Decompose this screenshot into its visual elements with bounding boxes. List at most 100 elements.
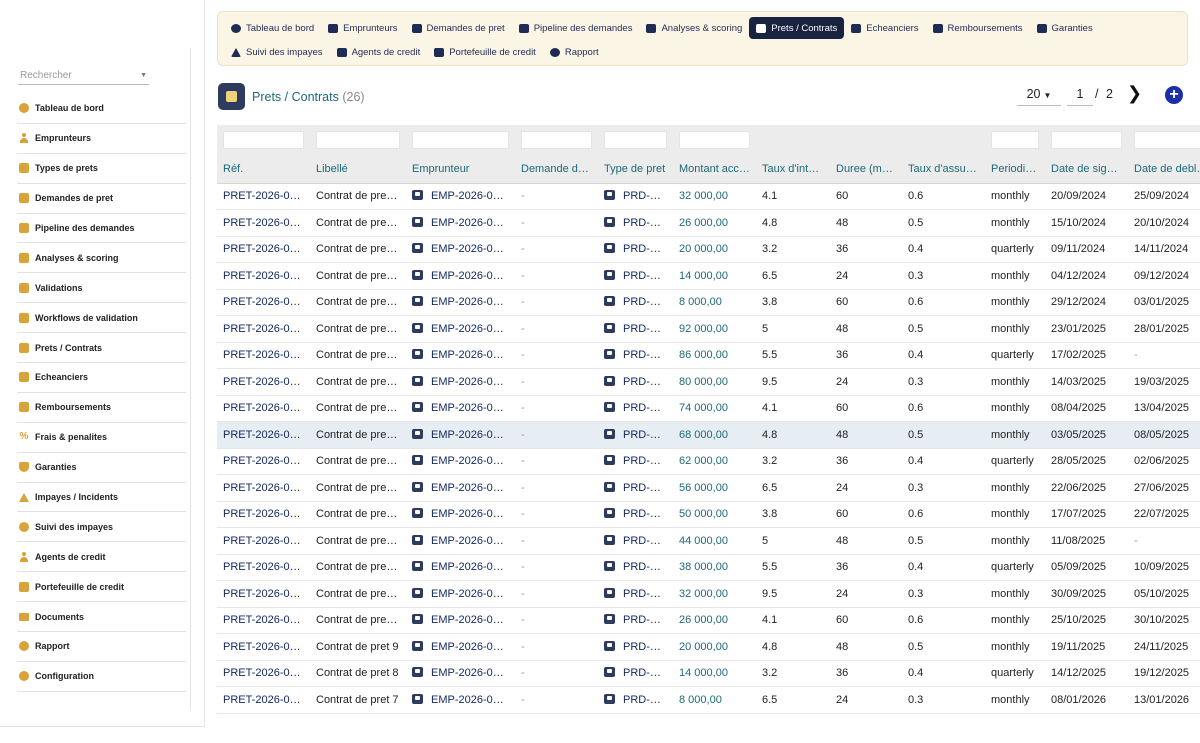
cell-value[interactable]: PRET-2026-0024 (223, 243, 308, 256)
loan-type-link[interactable]: PRD-003 (623, 640, 669, 653)
sidebar-item-portefeuille-de-credit[interactable]: Portefeuille de credit (17, 572, 186, 603)
cell-value[interactable]: PRET-2026-0011 (223, 587, 308, 600)
table-row[interactable]: PRET-2026-0016 Contrat de pret 16 EMP-2026… (217, 448, 1200, 475)
tab-garanties[interactable]: Garanties (1030, 17, 1100, 39)
table-row[interactable]: PRET-2026-0023 Contrat de pret 23 EMP-2026… (217, 262, 1200, 290)
loan-type-link[interactable]: PRD-003 (623, 428, 669, 441)
cell-value[interactable]: PRET-2026-0015 (223, 481, 308, 494)
cell-type[interactable]: PRD-005 (598, 580, 673, 608)
borrower-link[interactable]: EMP-2026-0017 (431, 269, 512, 282)
column-header-duree-mois[interactable]: Duree (mois) (830, 155, 902, 184)
loan-type-link[interactable]: PRD-003 (623, 216, 669, 229)
cell-ref[interactable]: PRET-2026-0007 (217, 686, 310, 714)
cell-type[interactable]: PRD-003 (598, 209, 673, 237)
filter-input-date-de-deblocage[interactable] (1134, 131, 1200, 149)
cell-type[interactable]: PRD-006 (598, 342, 673, 369)
borrower-link[interactable]: EMP-2026-0014 (431, 349, 512, 362)
cell-value[interactable]: PRET-2026-0009 (223, 640, 308, 653)
sidebar-item-analyses-scoring[interactable]: Analyses & scoring (17, 243, 186, 274)
cell-emprunteur[interactable]: EMP-2026-0020 (406, 183, 515, 210)
cell-value[interactable]: PRET-2026-0022 (223, 296, 308, 309)
table-row[interactable]: PRET-2026-0017 Contrat de pret 17 EMP-2026… (217, 421, 1200, 449)
tab-demandes-de-pret[interactable]: Demandes de pret (405, 17, 512, 39)
cell-value[interactable]: PRET-2026-0025 (223, 216, 308, 229)
borrower-link[interactable]: EMP-2026-0004 (431, 614, 512, 627)
cell-ref[interactable]: PRET-2026-0020 (217, 342, 310, 369)
cell-type[interactable]: PRD-004 (598, 183, 673, 210)
cell-ref[interactable]: PRET-2026-0015 (217, 474, 310, 502)
loan-type-link[interactable]: PRD-006 (623, 349, 669, 362)
cell-type[interactable]: PRD-001 (598, 262, 673, 290)
cell-value[interactable]: PRET-2026-0016 (223, 455, 308, 468)
sidebar-item-workflows-de-validation[interactable]: Workflows de validation (17, 303, 186, 334)
borrower-link[interactable]: EMP-2026-0015 (431, 322, 512, 335)
borrower-link[interactable]: EMP-2026-0001 (431, 693, 512, 706)
table-row[interactable]: PRET-2026-0025 Contrat de pret 25 EMP-2026… (217, 209, 1200, 237)
table-row[interactable]: PRET-2026-0012 Contrat de pret 12 EMP-2026… (217, 554, 1200, 581)
tab-analyses-scoring[interactable]: Analyses & scoring (639, 17, 749, 39)
sidebar-item-pipeline-des-demandes[interactable]: Pipeline des demandes (17, 214, 186, 244)
loan-type-link[interactable]: PRD-005 (623, 587, 669, 600)
sidebar-item-emprunteurs[interactable]: Emprunteurs (17, 124, 186, 154)
cell-emprunteur[interactable]: EMP-2026-0008 (406, 501, 515, 528)
sidebar-item-demandes-de-pret[interactable]: Demandes de pret (17, 184, 186, 214)
borrower-link[interactable]: EMP-2026-0005 (431, 587, 512, 600)
cell-emprunteur[interactable]: EMP-2026-0010 (406, 448, 515, 475)
column-header-type-de-pret[interactable]: Type de pret (598, 155, 673, 184)
cell-ref[interactable]: PRET-2026-0021 (217, 315, 310, 343)
loan-type-link[interactable]: PRD-002 (623, 455, 669, 468)
column-header-periodicite[interactable]: Periodicite (985, 155, 1045, 184)
cell-ref[interactable]: PRET-2026-0022 (217, 289, 310, 316)
cell-emprunteur[interactable]: EMP-2026-0019 (406, 209, 515, 237)
table-row[interactable]: PRET-2026-0022 Contrat de pret 22 EMP-2026… (217, 289, 1200, 316)
cell-emprunteur[interactable]: EMP-2026-0013 (406, 368, 515, 396)
cell-ref[interactable]: PRET-2026-0019 (217, 368, 310, 396)
column-header-montant-accorde[interactable]: Montant accordé (673, 155, 756, 184)
next-page-button[interactable]: ❯ (1127, 84, 1142, 102)
sidebar-item-rapport[interactable]: Rapport (17, 632, 186, 662)
filter-input-type-de-pret[interactable] (604, 131, 667, 149)
cell-ref[interactable]: PRET-2026-0011 (217, 580, 310, 608)
borrower-link[interactable]: EMP-2026-0009 (431, 481, 512, 494)
cell-ref[interactable]: PRET-2026-0018 (217, 395, 310, 422)
sidebar-item-suivi-des-impayes[interactable]: Suivi des impayes (17, 512, 186, 543)
borrower-link[interactable]: EMP-2026-0016 (431, 296, 512, 309)
sidebar-item-configuration[interactable]: Configuration (17, 662, 186, 692)
sidebar-item-echeanciers[interactable]: Echeanciers (17, 363, 186, 393)
column-header-emprunteur[interactable]: Emprunteur (406, 155, 515, 184)
cell-emprunteur[interactable]: EMP-2026-0017 (406, 262, 515, 290)
borrower-link[interactable]: EMP-2026-0011 (431, 428, 511, 441)
cell-emprunteur[interactable]: EMP-2026-0005 (406, 580, 515, 608)
borrower-link[interactable]: EMP-2026-0020 (431, 190, 512, 203)
cell-ref[interactable]: PRET-2026-0026 (217, 183, 310, 210)
loan-type-link[interactable]: PRD-006 (623, 561, 669, 574)
cell-type[interactable]: PRD-004 (598, 395, 673, 422)
column-header-taux-d-interet[interactable]: Taux d'interet (756, 155, 830, 184)
cell-emprunteur[interactable]: EMP-2026-0004 (406, 607, 515, 634)
cell-type[interactable]: PRD-002 (598, 660, 673, 687)
cell-emprunteur[interactable]: EMP-2026-0006 (406, 554, 515, 581)
borrower-link[interactable]: EMP-2026-0006 (431, 561, 512, 574)
cell-ref[interactable]: PRET-2026-0023 (217, 262, 310, 290)
cell-value[interactable]: PRET-2026-0010 (223, 614, 308, 627)
loan-type-link[interactable]: PRD-005 (623, 375, 669, 388)
tab-rapport[interactable]: Rapport (543, 41, 606, 63)
cell-type[interactable]: PRD-006 (598, 554, 673, 581)
cell-emprunteur[interactable]: EMP-2026-0014 (406, 342, 515, 369)
cell-value[interactable]: PRET-2026-0018 (223, 402, 308, 415)
loan-type-link[interactable]: PRD-008 (623, 508, 669, 521)
borrower-link[interactable]: EMP-2026-0019 (431, 216, 512, 229)
loan-type-link[interactable]: PRD-001 (623, 481, 669, 494)
cell-ref[interactable]: PRET-2026-0012 (217, 554, 310, 581)
table-row[interactable]: PRET-2026-0024 Contrat de pret 24 EMP-2026… (217, 236, 1200, 263)
cell-emprunteur[interactable]: EMP-2026-0002 (406, 660, 515, 687)
loan-type-link[interactable]: PRD-007 (623, 322, 669, 335)
loan-type-link[interactable]: PRD-008 (623, 296, 669, 309)
cell-emprunteur[interactable]: EMP-2026-0003 (406, 633, 515, 661)
table-row[interactable]: PRET-2026-0019 Contrat de pret 19 EMP-2026… (217, 368, 1200, 396)
loan-type-link[interactable]: PRD-002 (623, 243, 669, 256)
filter-input-date-de-signature[interactable] (1051, 131, 1122, 149)
filter-input-periodicite[interactable] (991, 131, 1039, 149)
cell-type[interactable]: PRD-007 (598, 527, 673, 555)
table-row[interactable]: PRET-2026-0011 Contrat de pret 11 EMP-2026… (217, 580, 1200, 608)
